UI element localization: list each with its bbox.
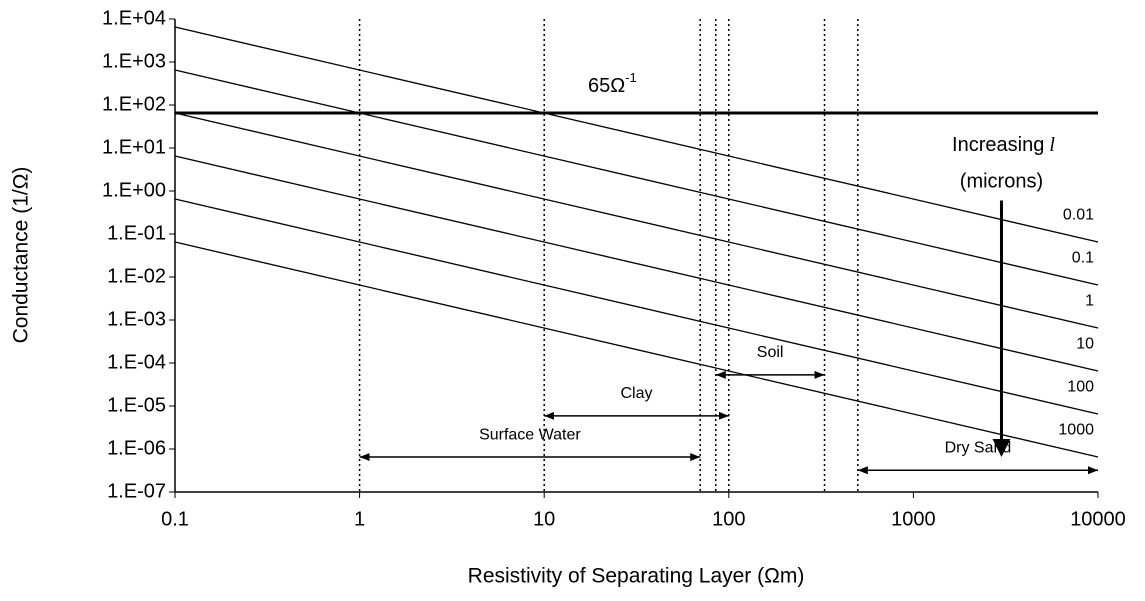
range-label: Soil [757,344,784,361]
y-tick-label: 1.E+01 [102,136,166,158]
range-label: Clay [620,385,652,402]
series-label: 0.01 [1063,206,1094,223]
threshold-label: 65Ω-1 [588,70,637,97]
x-tick-label: 10000 [1070,508,1126,530]
y-tick-label: 1.E+03 [102,50,166,72]
x-axis-title: Resistivity of Separating Layer (Ωm) [468,565,805,588]
y-tick-label: 1.E-03 [107,308,166,330]
y-tick-label: 1.E-05 [107,394,166,416]
y-tick-label: 1.E-01 [107,222,166,244]
series-line [174,241,1099,458]
x-tick-label: 1000 [891,508,936,530]
x-tick-label: 0.1 [161,508,189,530]
x-tick-label: 10 [533,508,555,530]
y-tick-label: 1.E-02 [107,265,166,287]
range-label: Surface Water [479,426,581,443]
threshold-label-main: 65Ω [588,75,625,97]
series-line [174,198,1099,415]
series-label: 1 [1085,292,1094,309]
series-label: 1000 [1058,421,1094,438]
y-tick-label: 1.E+00 [102,179,166,201]
y-axis-title: Conductance (1/Ω) [10,167,33,344]
x-tick-label: 1 [354,508,365,530]
trend-label: Increasing l [952,134,1055,157]
y-tick-label: 1.E-06 [107,437,166,459]
series-label: 0.1 [1072,249,1094,266]
y-tick-label: 1.E+02 [102,93,166,115]
x-tick-label: 100 [712,508,745,530]
y-tick-label: 1.E-04 [107,351,166,373]
y-tick-label: 1.E+04 [102,7,166,29]
series-line [174,155,1099,372]
series-label: 100 [1067,378,1094,395]
series-line [174,112,1099,329]
threshold-label-sup: -1 [625,70,637,85]
series-line [174,26,1099,243]
series-line [174,69,1099,286]
trend-label-text: Increasing [952,134,1044,156]
y-tick-label: 1.E-07 [107,480,166,502]
trend-symbol: l [1049,134,1055,156]
trend-unit: (microns) [960,170,1043,192]
series-label: 10 [1076,335,1094,352]
